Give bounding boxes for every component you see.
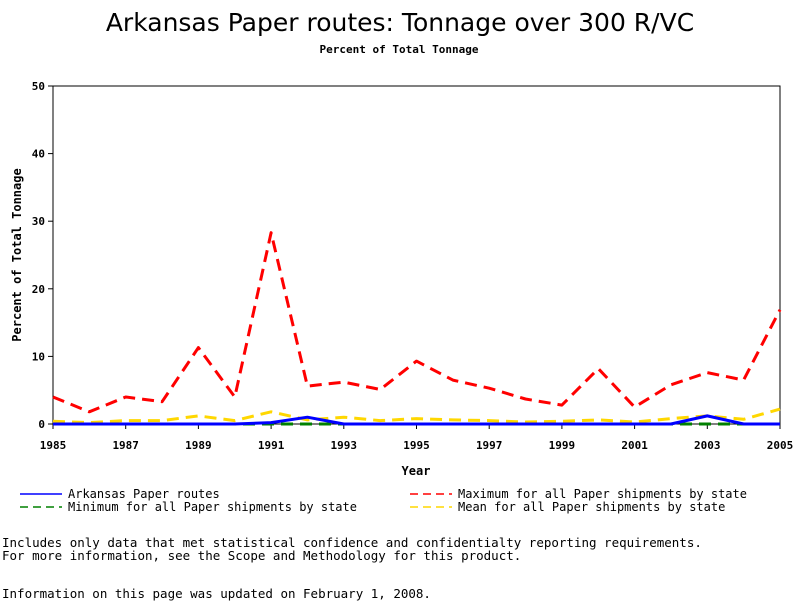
footnote-methodology: For more information, see the Scope and …: [2, 548, 522, 563]
y-tick-label: 0: [38, 418, 45, 431]
series-line-0: [53, 414, 780, 426]
y-tick-label: 50: [32, 80, 45, 93]
legend-label-0: Arkansas Paper routes: [68, 487, 220, 501]
x-tick-label: 1985: [40, 439, 67, 452]
x-tick-label: 2003: [694, 439, 721, 452]
x-axis: 1985 1987 1989 1991 1993 1995 1997 1999 2001 2003…: [40, 424, 794, 452]
y-tick-label: 10: [32, 350, 45, 363]
x-tick-label: 2005: [767, 439, 794, 452]
x-tick-label: 2001: [621, 439, 648, 452]
x-tick-label: 1993: [331, 439, 358, 452]
legend: Arkansas Paper routes Maximum for all Pap…: [20, 487, 747, 514]
series-line-3: [52, 407, 781, 425]
series-layer: [52, 231, 782, 426]
x-tick-label: 1991: [258, 439, 285, 452]
chart-title: Arkansas Paper routes: Tonnage over 300 …: [106, 8, 694, 37]
legend-label-1: Maximum for all Paper shipments by state: [458, 487, 747, 501]
plot-area: [52, 85, 781, 425]
y-axis: 0 10 20 30 40 50: [32, 80, 53, 431]
y-tick-label: 20: [32, 283, 45, 296]
line-chart: Arkansas Paper routes: Tonnage over 300 …: [10, 8, 794, 514]
x-tick-label: 1987: [112, 439, 139, 452]
update-notice: Information on this page was updated on …: [2, 586, 431, 601]
legend-label-3: Mean for all Paper shipments by state: [458, 500, 725, 514]
y-tick-label: 30: [32, 215, 45, 228]
footnote-confidence: Includes only data that met statistical …: [2, 535, 702, 550]
x-axis-label: Year: [402, 464, 431, 478]
x-tick-label: 1999: [549, 439, 576, 452]
x-tick-label: 1995: [403, 439, 430, 452]
series-line-1: [52, 231, 782, 414]
y-axis-label: Percent of Total Tonnage: [10, 168, 24, 341]
x-tick-label: 1997: [476, 439, 503, 452]
chart-subtitle: Percent of Total Tonnage: [320, 43, 479, 56]
y-tick-label: 40: [32, 148, 45, 161]
x-tick-label: 1989: [185, 439, 212, 452]
legend-label-2: Minimum for all Paper shipments by state: [68, 500, 357, 514]
